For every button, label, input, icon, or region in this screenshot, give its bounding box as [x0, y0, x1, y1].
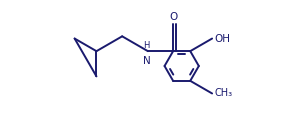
Text: CH₃: CH₃ — [215, 88, 233, 98]
Text: O: O — [169, 12, 177, 22]
Text: N: N — [143, 56, 150, 66]
Text: OH: OH — [215, 34, 230, 44]
Text: H: H — [143, 41, 150, 50]
